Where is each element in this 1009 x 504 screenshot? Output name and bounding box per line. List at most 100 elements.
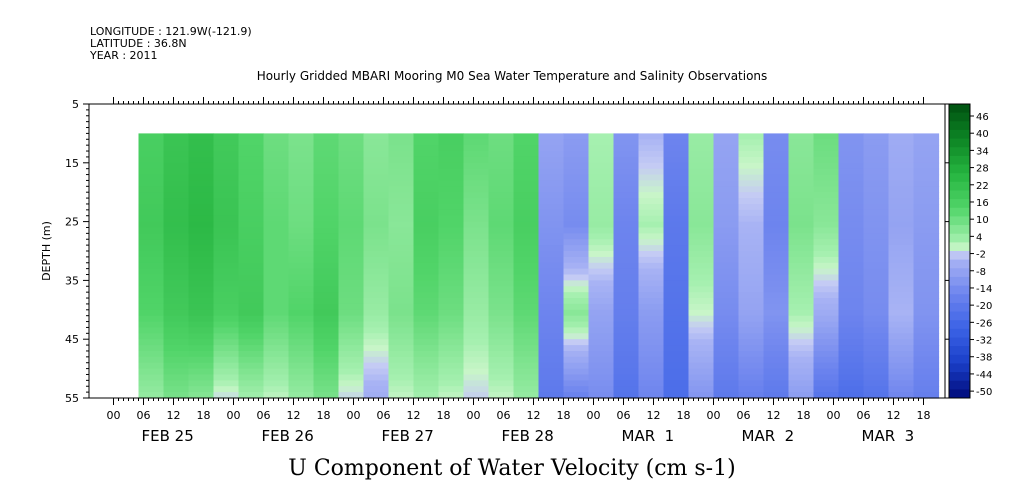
- heatmap-cell: [538, 168, 565, 176]
- heatmap-cell: [363, 356, 390, 364]
- heatmap-cell: [813, 362, 840, 370]
- heatmap-cell: [338, 374, 365, 381]
- heatmap-cell: [363, 303, 390, 311]
- heatmap-cell: [263, 298, 290, 305]
- heatmap-cell: [788, 386, 815, 393]
- heatmap-cell: [513, 215, 540, 223]
- x-tick-label: 18: [677, 409, 691, 422]
- heatmap-cell: [788, 321, 815, 329]
- heatmap-cell: [388, 262, 415, 270]
- heatmap-cell: [313, 362, 340, 370]
- colorbar-tick-label: 46: [976, 112, 989, 123]
- heatmap-cell: [438, 262, 465, 270]
- heatmap-cell: [338, 204, 365, 211]
- heatmap-cell: [863, 351, 890, 358]
- heatmap-cell: [413, 151, 440, 158]
- heatmap-cell: [263, 151, 290, 158]
- heatmap-cell: [913, 156, 940, 164]
- heatmap-cell: [288, 233, 315, 240]
- heatmap-cell: [288, 380, 315, 387]
- heatmap-cell: [138, 327, 165, 334]
- heatmap-cell: [713, 133, 740, 140]
- heatmap-cell: [588, 351, 615, 358]
- heatmap-column: [638, 133, 665, 399]
- heatmap-cell: [363, 233, 390, 240]
- heatmap-cell: [413, 221, 440, 229]
- heatmap-cell: [688, 309, 715, 317]
- colorbar-tick-label: -38: [976, 353, 992, 364]
- colorbar-swatch: [949, 346, 970, 356]
- heatmap-cell: [238, 286, 265, 293]
- heatmap-cell: [213, 345, 240, 352]
- heatmap-cell: [813, 168, 840, 176]
- heatmap-cell: [813, 245, 840, 252]
- heatmap-cell: [738, 356, 765, 364]
- heatmap-column: [338, 133, 365, 399]
- heatmap-cell: [813, 198, 840, 205]
- heatmap-cell: [263, 362, 290, 370]
- heatmap-cell: [488, 303, 515, 311]
- heatmap-cell: [388, 221, 415, 229]
- colorbar-swatch: [949, 242, 970, 252]
- heatmap-cell: [463, 174, 490, 182]
- heatmap-cell: [863, 233, 890, 240]
- colorbar-tick-label: 10: [976, 215, 989, 226]
- heatmap-cell: [438, 333, 465, 340]
- heatmap-cell: [588, 356, 615, 364]
- heatmap-cell: [838, 339, 865, 346]
- heatmap-cell: [313, 204, 340, 211]
- heatmap-cell: [563, 286, 590, 293]
- heatmap-cell: [688, 139, 715, 146]
- heatmap-cell: [238, 227, 265, 234]
- heatmap-cell: [463, 356, 490, 364]
- heatmap-cell: [163, 374, 190, 381]
- heatmap-cell: [788, 162, 815, 170]
- heatmap-cell: [138, 280, 165, 287]
- heatmap-cell: [313, 303, 340, 311]
- heatmap-cell: [313, 227, 340, 234]
- colorbar-tick-label: -26: [976, 318, 992, 329]
- heatmap-cell: [313, 321, 340, 329]
- heatmap-cell: [713, 162, 740, 170]
- heatmap-cell: [513, 168, 540, 176]
- heatmap-cell: [513, 339, 540, 346]
- heatmap-cell: [713, 286, 740, 293]
- heatmap-cell: [588, 162, 615, 170]
- heatmap-cell: [688, 356, 715, 364]
- heatmap-cell: [588, 303, 615, 311]
- heatmap-cell: [788, 156, 815, 164]
- heatmap-cell: [538, 309, 565, 317]
- heatmap-cell: [488, 162, 515, 170]
- heatmap-cell: [488, 174, 515, 182]
- heatmap-cell: [213, 256, 240, 264]
- heatmap-cell: [763, 221, 790, 229]
- x-day-label: FEB 28: [502, 427, 554, 445]
- heatmap-cell: [563, 245, 590, 252]
- heatmap-cell: [163, 251, 190, 258]
- heatmap-cell: [338, 198, 365, 205]
- heatmap-cell: [813, 145, 840, 152]
- heatmap-cell: [163, 274, 190, 281]
- heatmap-cell: [213, 215, 240, 223]
- heatmap-cell: [813, 315, 840, 323]
- heatmap-cell: [213, 321, 240, 329]
- heatmap-cell: [813, 209, 840, 217]
- heatmap-cell: [888, 145, 915, 152]
- heatmap-cell: [338, 168, 365, 176]
- heatmap-cell: [838, 292, 865, 299]
- heatmap-cell: [338, 239, 365, 246]
- heatmap-cell: [413, 351, 440, 358]
- heatmap-cell: [138, 198, 165, 205]
- heatmap-cell: [363, 268, 390, 276]
- colorbar-swatch: [949, 207, 970, 217]
- heatmap-cell: [613, 239, 640, 246]
- heatmap-cell: [238, 368, 265, 376]
- heatmap-cell: [688, 374, 715, 381]
- heatmap-cell: [663, 303, 690, 311]
- heatmap-cell: [838, 315, 865, 323]
- heatmap-cell: [813, 139, 840, 146]
- heatmap-cell: [213, 198, 240, 205]
- heatmap-cell: [838, 221, 865, 229]
- heatmap-cell: [563, 374, 590, 381]
- heatmap-cell: [438, 327, 465, 334]
